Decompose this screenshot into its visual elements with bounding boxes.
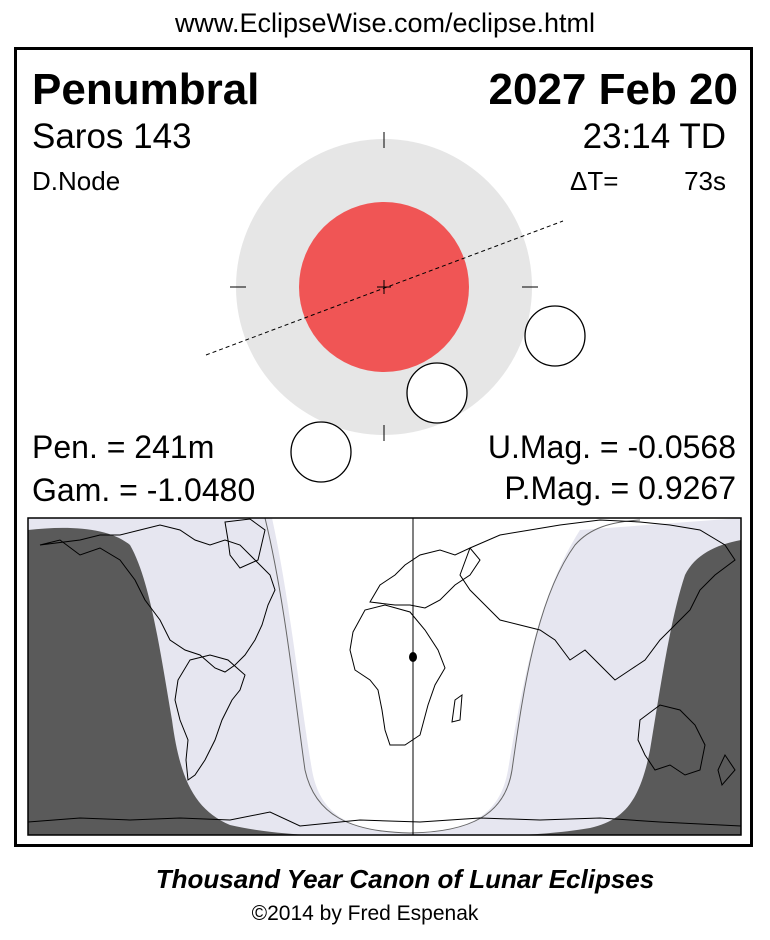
eclipse-date: 2027 Feb 20 <box>488 65 739 114</box>
penumbral-zone <box>28 518 741 835</box>
moon-greatest-eclipse <box>406 362 468 424</box>
coastlines <box>28 518 741 827</box>
node-label: D.Node <box>32 166 121 196</box>
antarctica <box>28 811 741 827</box>
shadow-diagram <box>205 132 586 483</box>
australia <box>637 704 706 776</box>
penumbral-magnitude: P.Mag. = 0.9267 <box>504 470 736 506</box>
greenland <box>224 518 266 569</box>
moon-first-contact <box>290 421 352 483</box>
visibility-map <box>27 517 742 836</box>
eclipse-time: 23:14 TD <box>582 117 726 156</box>
south-america <box>174 654 246 781</box>
sublunar-point <box>409 652 417 662</box>
madagascar <box>451 693 463 723</box>
moon-last-contact <box>524 305 586 367</box>
asia <box>459 519 736 681</box>
africa <box>349 604 446 746</box>
new-zealand <box>717 753 736 787</box>
europe <box>369 547 481 609</box>
diagram-frame <box>14 47 753 847</box>
saros-number: Saros 143 <box>32 117 192 156</box>
axis-ticks <box>230 132 538 441</box>
penumbral-duration: Pen. = 241m <box>32 429 215 465</box>
footer-copyright: ©2014 by Fred Espenak <box>251 902 479 925</box>
penumbra-edge <box>264 518 641 834</box>
moon-path-line <box>205 220 564 356</box>
delta-t-value: 73s <box>684 166 726 196</box>
north-america <box>39 524 276 673</box>
night-zone-east <box>510 540 741 835</box>
gamma-value: Gam. = -1.0480 <box>32 472 256 508</box>
header-url: www.EclipseWise.com/eclipse.html <box>174 8 596 38</box>
footer-title: Thousand Year Canon of Lunar Eclipses <box>155 864 655 894</box>
umbral-magnitude: U.Mag. = -0.0568 <box>487 429 736 465</box>
night-zone-west <box>28 527 310 835</box>
delta-t-label: ΔT= <box>570 166 619 196</box>
eclipse-type: Penumbral <box>32 65 260 114</box>
